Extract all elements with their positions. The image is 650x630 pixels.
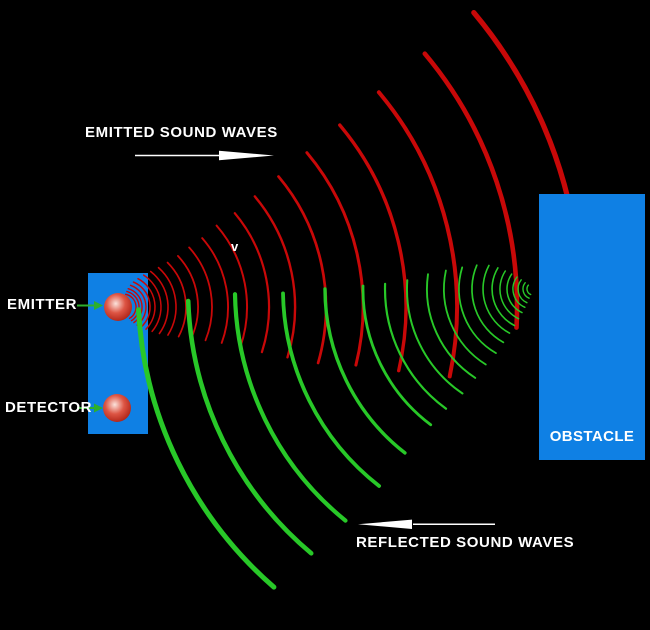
emitted-wave-arc bbox=[188, 246, 213, 342]
reflected-wave-arc bbox=[426, 273, 477, 379]
emitted-wave-arc bbox=[233, 212, 271, 354]
detector-pointer-arrow-head bbox=[94, 403, 103, 413]
reflected-wave-arc bbox=[517, 279, 528, 304]
reflected-waves-label: REFLECTED SOUND WAVES bbox=[356, 534, 575, 551]
reflected-wave-arc bbox=[512, 276, 526, 308]
emitted-wave-arc bbox=[126, 290, 140, 322]
reflected-wave-arc bbox=[506, 273, 523, 314]
emitted-wave-arc bbox=[277, 175, 328, 365]
detector-sphere bbox=[103, 394, 131, 422]
reflected-wave-arc bbox=[405, 279, 464, 395]
emitter-label: EMITTER bbox=[7, 296, 78, 313]
emitted-waves-group bbox=[125, 10, 580, 379]
emitted-wave-arc bbox=[149, 270, 169, 335]
emitter-sphere bbox=[104, 293, 132, 321]
reflected-wave-arc bbox=[361, 284, 433, 427]
reflected-wave-arc bbox=[458, 266, 497, 354]
reflected-waves-group bbox=[136, 264, 532, 590]
obstacle-label: OBSTACLE bbox=[549, 428, 635, 445]
reflected-wave-arc bbox=[499, 270, 520, 320]
emitted-wave-arc bbox=[253, 195, 297, 359]
reflected-wave-arc bbox=[323, 287, 407, 455]
emitted-wave-arc bbox=[166, 261, 187, 338]
reflected-direction-arrow-head bbox=[358, 519, 412, 529]
reflected-wave-arc bbox=[471, 264, 505, 344]
reflected-wave-arc bbox=[232, 292, 348, 523]
reflected-wave-arc bbox=[482, 264, 511, 334]
emitted-wave-arc bbox=[132, 281, 151, 328]
reflected-wave-arc bbox=[281, 291, 381, 488]
reflected-wave-arc bbox=[522, 282, 530, 299]
reflected-wave-arc bbox=[526, 284, 532, 296]
emitted-wave-arc bbox=[137, 277, 156, 330]
wave-velocity-label: v bbox=[231, 239, 239, 254]
emitted-wave-arc bbox=[215, 224, 248, 349]
arrows-group bbox=[77, 150, 495, 529]
emitted-wave-arc bbox=[177, 255, 199, 340]
reflected-wave-arc bbox=[136, 307, 277, 590]
emitted-waves-label: EMITTED SOUND WAVES bbox=[85, 124, 278, 141]
emitted-wave-arc bbox=[338, 123, 408, 373]
reflected-wave-arc bbox=[383, 282, 448, 410]
emitted-wave-arc bbox=[142, 274, 162, 333]
emitted-wave-arc bbox=[125, 293, 137, 319]
emitted-wave-arc bbox=[201, 237, 229, 344]
emitted-wave-arc bbox=[376, 90, 459, 379]
obstacle-panel bbox=[539, 194, 645, 460]
emitted-wave-arc bbox=[157, 266, 177, 336]
emitted-wave-arc bbox=[422, 51, 520, 330]
reflected-wave-arc bbox=[185, 298, 314, 556]
detector-label: DETECTOR bbox=[5, 399, 93, 416]
emitted-direction-arrow-head bbox=[219, 150, 274, 161]
emitter-pointer-arrow-head bbox=[94, 301, 103, 310]
reflected-wave-arc bbox=[443, 269, 487, 366]
emitted-wave-arc bbox=[305, 151, 365, 367]
reflected-wave-arc bbox=[491, 267, 516, 327]
